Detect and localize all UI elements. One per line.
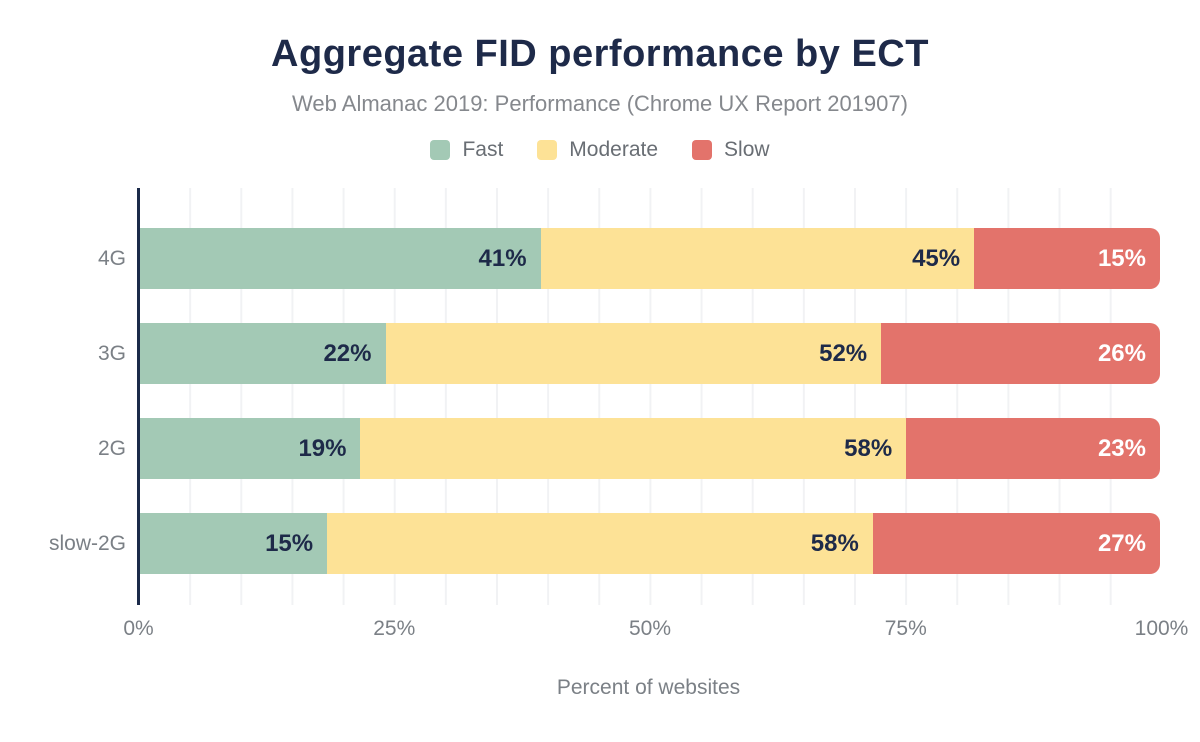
- bar-value-label: 45%: [912, 244, 961, 272]
- y-axis-label-slow-2G: slow-2G: [48, 531, 126, 555]
- bar-segment-slow-slow-2G: 27%: [872, 513, 1160, 574]
- y-axis-label-4G: 4G: [97, 246, 126, 270]
- bar-value-label: 41%: [478, 244, 527, 272]
- bar-rows: 41% 45% 15% 22% 52% 26% 19% 58% 23% 15% 58% 27%: [140, 188, 1160, 605]
- bar-value-label: 58%: [844, 434, 893, 462]
- bar-value-label: 19%: [298, 434, 347, 462]
- bar-segment-slow-2G: 23%: [906, 418, 1160, 479]
- legend-label-slow: Slow: [724, 137, 770, 161]
- x-axis-tick-75: 75%: [884, 617, 927, 640]
- legend-label-moderate: Moderate: [569, 137, 659, 161]
- legend: Fast Moderate Slow: [0, 138, 1200, 162]
- y-axis-label-2G: 2G: [97, 436, 126, 460]
- x-axis-tick-50: 50%: [628, 617, 672, 640]
- bar-segment-fast-slow-2G: 15%: [140, 513, 328, 574]
- plot-area: 41% 45% 15% 22% 52% 26% 19% 58% 23% 15% 58% 27%: [137, 188, 1160, 605]
- chart-title: Aggregate FID performance by ECT: [271, 33, 929, 75]
- legend-swatch-moderate: [537, 139, 558, 160]
- bar-row-2G: 19% 58% 23%: [140, 418, 1160, 479]
- x-axis-title: Percent of websites: [556, 676, 741, 699]
- legend-label-fast: Fast: [462, 137, 504, 161]
- bar-value-label: 26%: [1097, 339, 1146, 367]
- x-axis-tick-100: 100%: [1134, 617, 1189, 640]
- bar-row-4G: 41% 45% 15%: [140, 228, 1160, 289]
- legend-item-slow: Slow: [692, 138, 770, 162]
- bar-segment-moderate-3G: 52%: [385, 323, 882, 384]
- x-axis-tick-0: 0%: [123, 617, 154, 640]
- bar-row-slow-2G: 15% 58% 27%: [140, 513, 1160, 574]
- chart-header: Aggregate FID performance by ECT Web Alm…: [0, 0, 1200, 162]
- bar-row-3G: 22% 52% 26%: [140, 323, 1160, 384]
- bar-value-label: 15%: [1097, 244, 1146, 272]
- legend-item-fast: Fast: [430, 138, 503, 162]
- bar-segment-moderate-slow-2G: 58%: [327, 513, 873, 574]
- bar-value-label: 23%: [1097, 434, 1146, 462]
- bar-value-label: 58%: [810, 529, 859, 557]
- bar-segment-moderate-4G: 45%: [540, 228, 975, 289]
- bar-value-label: 27%: [1097, 529, 1146, 557]
- bar-segment-fast-3G: 22%: [140, 323, 386, 384]
- bar-value-label: 52%: [819, 339, 868, 367]
- legend-item-moderate: Moderate: [537, 138, 658, 162]
- y-axis-label-3G: 3G: [97, 341, 126, 365]
- bar-segment-slow-4G: 15%: [974, 228, 1160, 289]
- bar-segment-moderate-2G: 58%: [360, 418, 907, 479]
- bar-segment-fast-2G: 19%: [140, 418, 361, 479]
- legend-swatch-fast: [430, 139, 451, 160]
- bar-segment-slow-3G: 26%: [881, 323, 1160, 384]
- x-axis-tick-25: 25%: [373, 617, 416, 640]
- chart-subtitle: Web Almanac 2019: Performance (Chrome UX…: [292, 90, 908, 116]
- bar-value-label: 15%: [265, 529, 314, 557]
- bar-value-label: 22%: [323, 339, 372, 367]
- bar-segment-fast-4G: 41%: [140, 228, 541, 289]
- legend-swatch-slow: [692, 139, 713, 160]
